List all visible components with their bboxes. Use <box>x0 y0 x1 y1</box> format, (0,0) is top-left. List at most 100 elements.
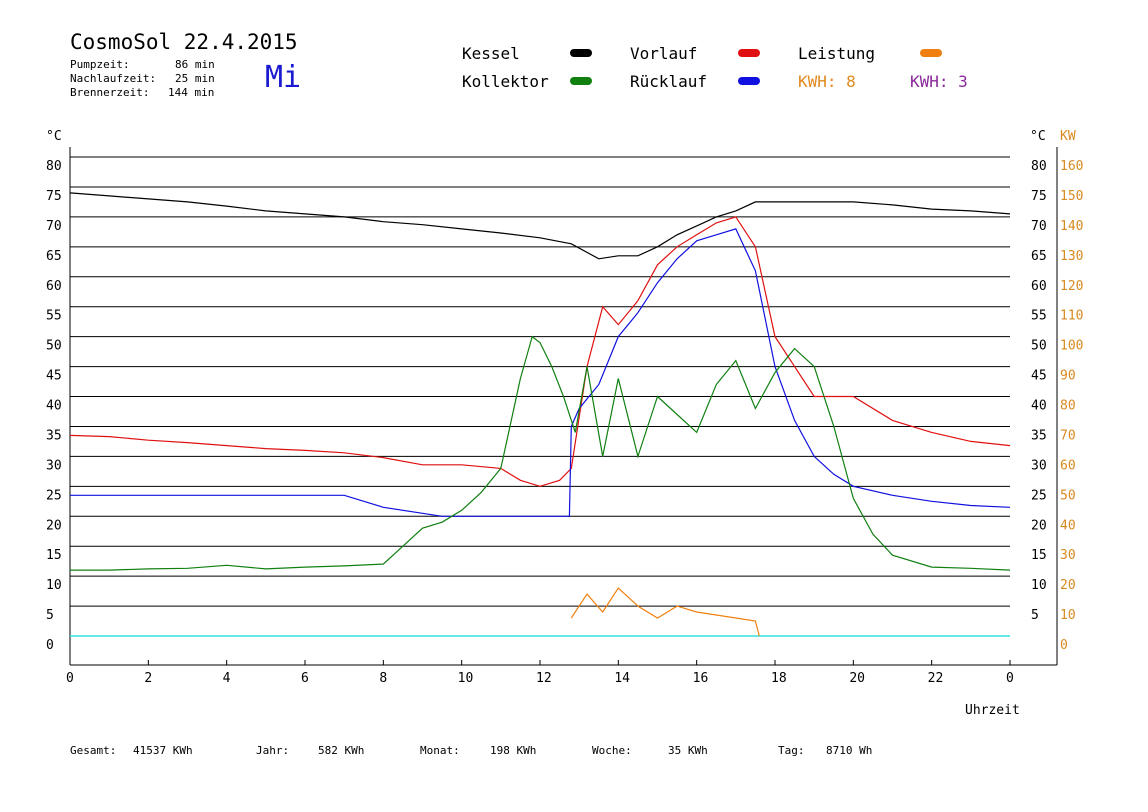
series-line-leistung <box>570 587 760 637</box>
footer-jahr-label: Jahr: <box>256 744 290 757</box>
y-tick-label: 30 <box>46 458 62 473</box>
footer-tag-value: 8710 Wh <box>826 744 873 757</box>
legend-leistung-swatch <box>920 49 942 57</box>
y-tick-label: 25 <box>46 488 62 503</box>
y-right-tick-label: 20 <box>1031 518 1047 533</box>
weekday-label: Mi <box>265 60 302 95</box>
footer-gesamt-label: Gesamt: <box>70 744 117 757</box>
y2-tick-label: 50 <box>1060 488 1076 503</box>
y-tick-label: 20 <box>46 518 62 533</box>
legend-leistung-label: Leistung <box>798 44 876 63</box>
legend-kollektor-label: Kollektor <box>462 72 549 91</box>
x-tick-label: 20 <box>849 671 865 686</box>
y-right-tick-label: 40 <box>1031 399 1047 414</box>
stat-label-nachlaufzeit: Nachlaufzeit: <box>70 72 157 85</box>
legend-kwh1-label: KWH: 8 <box>798 72 856 91</box>
y-tick-label: 35 <box>46 428 62 443</box>
y2-tick-label: 30 <box>1060 548 1076 563</box>
y2-tick-label: 20 <box>1060 578 1076 593</box>
x-tick-label: 12 <box>536 671 552 686</box>
footer-monat-label: Monat: <box>420 744 460 757</box>
legend-ruecklauf-swatch <box>738 77 760 85</box>
y-right-tick-label: 80 <box>1031 159 1047 174</box>
y-right-tick-label: 25 <box>1031 488 1047 503</box>
y-tick-label: 75 <box>46 189 62 204</box>
stat-value-nachlaufzeit: 25 min <box>175 72 215 85</box>
y2-tick-label: 140 <box>1060 219 1083 234</box>
footer-gesamt-value: 41537 KWh <box>133 744 193 757</box>
y2-tick-label: 110 <box>1060 309 1083 324</box>
series-line-vorlauf <box>69 216 1011 487</box>
y-right-tick-label: 15 <box>1031 548 1047 563</box>
footer-monat-value: 198 KWh <box>490 744 537 757</box>
y-tick-label: 15 <box>46 548 62 563</box>
right-axis-unit-kw: KW <box>1060 129 1076 144</box>
x-tick-label: 16 <box>693 671 709 686</box>
y-right-tick-label: 50 <box>1031 339 1047 354</box>
x-tick-label: 14 <box>614 671 630 686</box>
x-tick-label: 6 <box>301 671 309 686</box>
x-tick-label: 18 <box>771 671 787 686</box>
y2-tick-label: 10 <box>1060 608 1076 623</box>
y-tick-label: 50 <box>46 339 62 354</box>
y2-tick-label: 80 <box>1060 399 1076 414</box>
legend-kessel-label: Kessel <box>462 44 520 63</box>
y-right-tick-label: 35 <box>1031 428 1047 443</box>
y-tick-label: 60 <box>46 279 62 294</box>
y-tick-label: 45 <box>46 369 62 384</box>
y2-tick-label: 120 <box>1060 279 1083 294</box>
y-right-tick-label: 75 <box>1031 189 1047 204</box>
y-right-tick-label: 60 <box>1031 279 1047 294</box>
x-tick-label: 0 <box>66 671 74 686</box>
y-right-tick-label: 5 <box>1031 608 1039 623</box>
y2-tick-label: 160 <box>1060 159 1083 174</box>
right-axis-unit-c: °C <box>1030 129 1046 144</box>
stat-label-pumpzeit: Pumpzeit: <box>70 58 130 71</box>
y-right-tick-label: 45 <box>1031 369 1047 384</box>
stat-value-brennerzeit: 144 min <box>168 86 215 99</box>
y-right-tick-label: 55 <box>1031 309 1047 324</box>
x-tick-label: 10 <box>458 671 474 686</box>
footer-woche-label: Woche: <box>592 744 632 757</box>
y-tick-label: 55 <box>46 309 62 324</box>
x-axis-label: Uhrzeit <box>965 703 1020 718</box>
y2-tick-label: 90 <box>1060 369 1076 384</box>
series-line-kollektor <box>70 335 1011 571</box>
footer-jahr-value: 582 KWh <box>318 744 365 757</box>
y-right-tick-label: 70 <box>1031 219 1047 234</box>
y-tick-label: 80 <box>46 159 62 174</box>
chart-title: CosmoSol 22.4.2015 <box>70 30 298 54</box>
y-tick-label: 10 <box>46 578 62 593</box>
x-tick-label: 4 <box>223 671 231 686</box>
y2-tick-label: 70 <box>1060 428 1076 443</box>
y2-tick-label: 100 <box>1060 339 1083 354</box>
x-tick-label: 0 <box>1006 671 1014 686</box>
legend-vorlauf-swatch <box>738 49 760 57</box>
y-tick-label: 40 <box>46 399 62 414</box>
legend-kessel-swatch <box>570 49 592 57</box>
y-right-tick-label: 30 <box>1031 458 1047 473</box>
y2-tick-label: 130 <box>1060 249 1083 264</box>
y2-tick-label: 0 <box>1060 638 1068 653</box>
y-right-tick-label: 10 <box>1031 578 1047 593</box>
legend-ruecklauf-label: Rücklauf <box>630 72 708 91</box>
legend-kwh2-label: KWH: 3 <box>910 72 968 91</box>
y-tick-label: 65 <box>46 249 62 264</box>
series-line-rücklauf <box>70 228 1011 517</box>
stat-label-brennerzeit: Brennerzeit: <box>70 86 150 99</box>
footer-tag-label: Tag: <box>778 744 805 757</box>
x-tick-label: 2 <box>144 671 152 686</box>
y-tick-label: 0 <box>46 638 54 653</box>
legend-vorlauf-label: Vorlauf <box>630 44 698 63</box>
x-tick-label: 22 <box>928 671 944 686</box>
footer-woche-value: 35 KWh <box>668 744 708 757</box>
legend-kollektor-swatch <box>570 77 592 85</box>
series-line-kessel <box>69 192 1011 260</box>
y2-tick-label: 150 <box>1060 189 1083 204</box>
y2-tick-label: 40 <box>1060 518 1076 533</box>
stat-value-pumpzeit: 86 min <box>175 58 215 71</box>
y2-tick-label: 60 <box>1060 458 1076 473</box>
x-tick-label: 8 <box>379 671 387 686</box>
y-tick-label: 70 <box>46 219 62 234</box>
